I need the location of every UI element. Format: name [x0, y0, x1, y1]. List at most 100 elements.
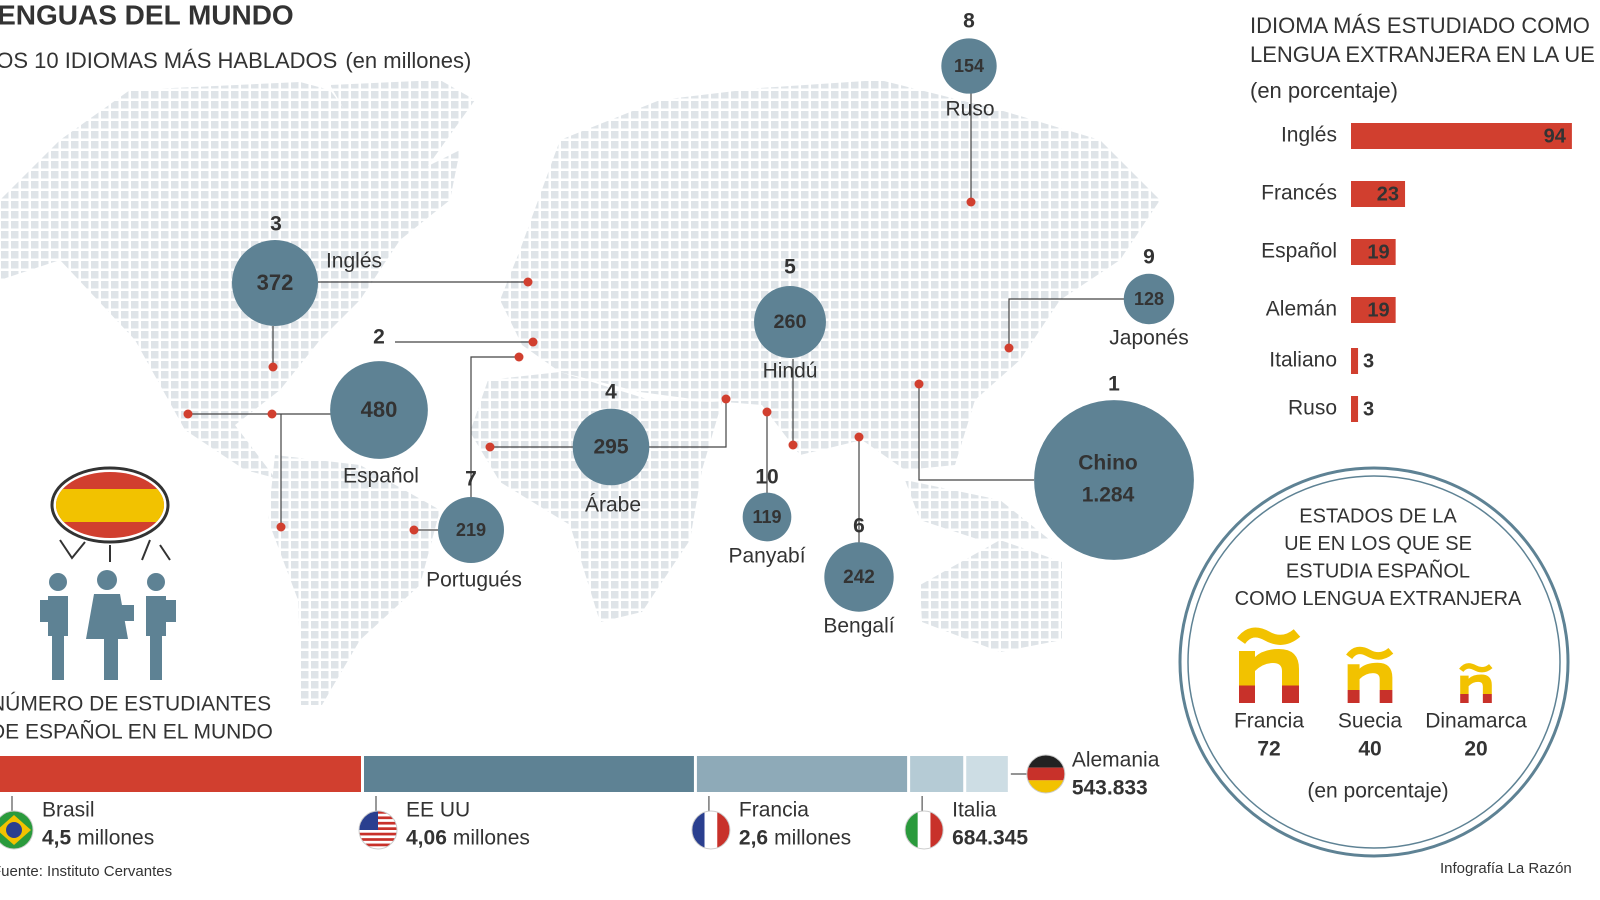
value-label: 20 — [1464, 738, 1487, 761]
students-title: DE ESPAÑOL EN EL MUNDO — [0, 720, 273, 744]
language-bubbles: 1 Chino 1.284 2 480 Español 3 372 Inglés 4 295 Árab… — [183, 10, 1194, 638]
value-label: 242 — [843, 567, 875, 588]
language-bubble — [231, 239, 319, 327]
country-label: Brasil — [42, 799, 95, 822]
location-dot — [528, 337, 538, 347]
rank: 5 — [784, 256, 796, 279]
flag-part — [1026, 780, 1065, 793]
flag-part — [717, 811, 730, 849]
category-label: Español — [1261, 240, 1337, 263]
flag-ring — [691, 810, 731, 850]
enie-body — [1460, 674, 1492, 703]
value-label: 94 — [1544, 125, 1567, 147]
flag-part — [1026, 755, 1065, 768]
flag-ring — [0, 810, 34, 850]
enie-tilde — [1459, 663, 1493, 673]
flag-part — [905, 811, 918, 849]
bar-segment — [966, 756, 1008, 792]
connector — [649, 399, 727, 448]
bar — [1351, 239, 1396, 265]
value-label: 4,5 — [42, 827, 72, 850]
value-label: 372 — [257, 270, 294, 295]
language-name: Español — [343, 465, 419, 488]
enie-icon — [1459, 663, 1493, 703]
value-label: 72 — [1257, 738, 1280, 761]
rank: 1 — [1108, 373, 1120, 396]
enie-icon — [1346, 646, 1394, 703]
flag-part — [6, 822, 22, 838]
rank: 8 — [963, 10, 975, 33]
location-dot — [268, 362, 278, 372]
flag-part — [691, 811, 705, 849]
value-label: 260 — [774, 311, 807, 333]
flag-part — [1026, 767, 1065, 781]
title: LENGUAS DEL MUNDO — [0, 0, 294, 30]
value-label: 119 — [752, 507, 781, 527]
language-bubble — [824, 542, 894, 612]
location-dot — [276, 522, 286, 532]
flag — [905, 811, 944, 849]
rank: 9 — [1143, 246, 1155, 269]
value-label: 19 — [1367, 241, 1389, 263]
rank: 2 — [373, 326, 385, 349]
country-label: Alemania — [1072, 749, 1160, 772]
language-name: Hindú — [763, 360, 818, 383]
value-label: 19 — [1367, 299, 1389, 321]
students-chart: NÚMERO DE ESTUDIANTES DE ESPAÑOL EN EL MU… — [0, 693, 1160, 850]
world-map — [0, 80, 1160, 705]
location-dot — [267, 409, 277, 419]
category-label: Ruso — [1288, 397, 1337, 420]
value-label: 219 — [456, 520, 486, 540]
flag-part — [930, 811, 944, 849]
language-name: Portugués — [426, 569, 522, 592]
chart-title: IDIOMA MÁS ESTUDIADO COMO — [1250, 13, 1590, 38]
enie-tilde — [1346, 646, 1394, 660]
subtitle: LOS 10 IDIOMAS MÁS HABLADOS — [0, 48, 337, 73]
chart-unit: (en porcentaje) — [1250, 78, 1398, 103]
bar — [1351, 396, 1359, 422]
bar — [1351, 297, 1396, 323]
value-label: 154 — [954, 56, 984, 76]
value-label: 4,06 — [406, 827, 447, 850]
flag-ring — [1026, 754, 1066, 794]
language-bubble — [941, 38, 997, 94]
rank: 4 — [605, 381, 617, 404]
circle-title: ESTADOS DE LA — [1299, 505, 1457, 527]
bar-segment — [0, 756, 361, 792]
value-label: 3 — [1363, 398, 1374, 420]
country-label: Francia — [739, 799, 809, 822]
value-label: 40 — [1358, 738, 1381, 761]
flag — [691, 811, 730, 849]
flag — [1026, 755, 1065, 793]
rank: 6 — [853, 515, 865, 538]
enie-body — [1239, 649, 1299, 703]
bar — [1351, 123, 1572, 149]
rank: 3 — [270, 213, 282, 236]
flag-part — [359, 838, 397, 841]
enie-tilde — [1236, 627, 1301, 645]
value-label: 295 — [593, 436, 628, 459]
language-bubble — [742, 492, 792, 542]
country-label: Dinamarca — [1425, 710, 1527, 733]
country-label: EE UU — [406, 799, 470, 822]
unit-label: millones — [77, 827, 154, 850]
language-bubble — [1034, 400, 1194, 560]
bar-segment — [910, 756, 964, 792]
location-dot — [183, 409, 193, 419]
language-name: Panyabí — [728, 545, 805, 568]
bar-segment — [696, 756, 908, 792]
location-dot — [762, 407, 772, 417]
language-bubble — [572, 408, 650, 486]
source: Fuente: Instituto Cervantes — [0, 863, 172, 880]
country-label: Francia — [1234, 710, 1304, 733]
connector — [470, 356, 519, 497]
location-dot — [523, 277, 533, 287]
bar-segment — [364, 756, 694, 792]
rank: 10 — [755, 466, 778, 489]
subtitle-unit: (en millones) — [345, 48, 471, 73]
bar — [1351, 181, 1406, 207]
chart-title: LENGUA EXTRANJERA EN LA UE — [1250, 42, 1595, 67]
eu-study-chart: IDIOMA MÁS ESTUDIADO COMO LENGUA EXTRANJE… — [1250, 13, 1595, 422]
location-dot — [1004, 343, 1014, 353]
